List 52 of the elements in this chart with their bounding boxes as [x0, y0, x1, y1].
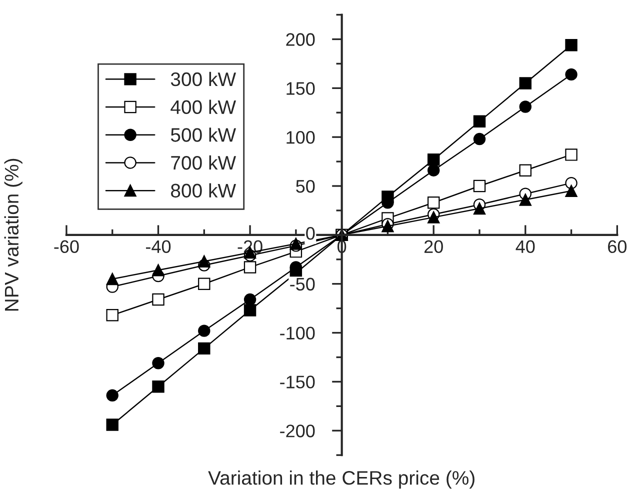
y-tick-label: 0	[306, 226, 315, 240]
legend-label: 400 kW	[170, 100, 236, 114]
point	[198, 278, 210, 290]
point	[244, 304, 256, 316]
point	[152, 380, 164, 393]
point	[427, 153, 440, 166]
point	[244, 261, 256, 274]
point	[106, 272, 118, 286]
legend-label: 800 kW	[171, 183, 236, 198]
point	[565, 68, 578, 81]
point	[519, 164, 532, 176]
point	[427, 211, 440, 224]
x-tick-label: -60	[54, 240, 79, 254]
x-tick-label: -40	[146, 240, 171, 254]
point	[244, 293, 256, 306]
x-tick-label: 20	[424, 240, 443, 254]
point	[427, 196, 440, 209]
point	[152, 357, 164, 370]
y-tick-label: 100	[286, 131, 315, 144]
x-tick-label: 40	[516, 240, 535, 254]
point	[565, 184, 578, 198]
point	[152, 264, 164, 276]
point	[198, 342, 210, 355]
legend-label: 700 kW	[171, 155, 236, 170]
point	[473, 115, 486, 128]
y-tick-label: 200	[286, 33, 315, 46]
point	[473, 202, 486, 215]
point	[427, 164, 440, 176]
point	[106, 309, 118, 322]
point	[519, 100, 532, 113]
y-tick-label: 150	[286, 82, 315, 95]
point	[519, 77, 532, 90]
x-axis-title: Variation in the CERs price (%)	[208, 470, 474, 489]
y-tick-label: -200	[280, 424, 315, 438]
y-axis-title: NPV variation (%)	[4, 158, 22, 311]
x-tick-label: 60	[608, 240, 627, 254]
legend-label: 300 kW	[170, 72, 236, 86]
point	[565, 148, 578, 161]
y-tick-label: -50	[290, 278, 315, 291]
y-tick-label: -150	[280, 376, 315, 388]
point	[519, 194, 532, 206]
point	[473, 132, 486, 146]
point	[198, 255, 210, 268]
legend-label: 500 kW	[170, 128, 236, 142]
point	[152, 293, 164, 306]
point	[565, 38, 578, 52]
y-tick-label: 50	[296, 180, 315, 193]
y-tick-label: -100	[280, 326, 315, 340]
point	[198, 324, 210, 337]
point	[106, 389, 118, 402]
point	[106, 418, 118, 431]
point	[473, 180, 486, 192]
